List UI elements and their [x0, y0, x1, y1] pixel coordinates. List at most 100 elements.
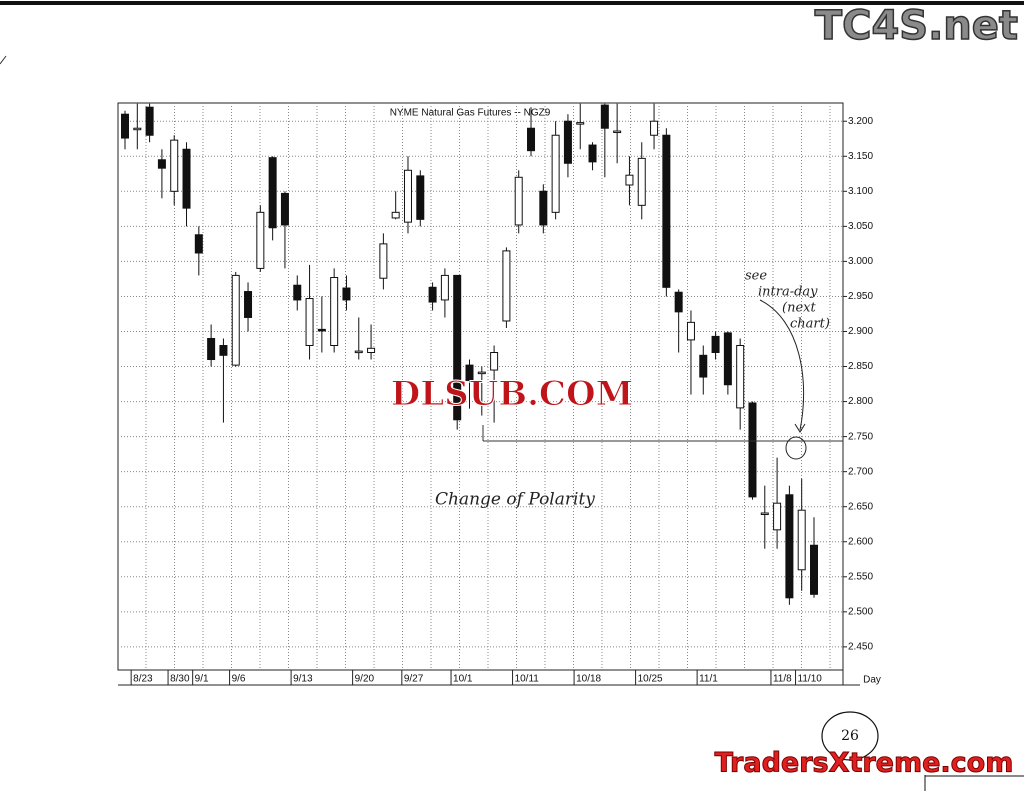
candle-body	[723, 332, 732, 386]
chart-title: NYME Natural Gas Futures -- NGZ9	[390, 108, 551, 119]
candle-body	[305, 298, 314, 346]
x-tick-label: 11/1	[699, 674, 718, 685]
candle-body	[342, 287, 351, 301]
candle-body	[637, 157, 646, 206]
candle-body	[674, 291, 683, 313]
annotation-text: intra-day	[758, 285, 818, 300]
y-tick-label: 2.650	[848, 501, 873, 512]
y-tick-label: 2.500	[848, 606, 873, 617]
candle-body	[145, 106, 154, 136]
annotation-arrow	[759, 299, 805, 431]
y-tick-label: 2.600	[848, 536, 873, 547]
candle-body	[797, 509, 806, 571]
watermark: TC4S.net	[815, 3, 1018, 49]
x-tick-label: 10/11	[515, 674, 540, 685]
watermark: TradersXtreme.com	[715, 748, 1014, 779]
y-tick-label: 2.550	[848, 571, 873, 582]
candle-body	[490, 352, 499, 371]
annotation-circle	[785, 436, 807, 460]
y-tick-label: 3.200	[848, 116, 873, 127]
candle-body	[121, 113, 129, 139]
y-tick-label: 2.800	[848, 396, 873, 407]
candle-body	[194, 234, 203, 254]
watermark: DLSUB.COM	[391, 374, 633, 414]
candle-body	[354, 350, 363, 354]
x-tick-label: 8/23	[133, 674, 153, 685]
candle-body	[699, 354, 708, 378]
x-tick-label: 11/8	[773, 674, 792, 685]
annotation-text: Change of Polarity	[435, 490, 595, 510]
x-tick-label: 9/20	[355, 674, 375, 685]
x-tick-label: 8/30	[170, 674, 190, 685]
candle-body	[514, 176, 523, 226]
y-tick-label: 2.900	[848, 326, 873, 337]
candle-body	[613, 130, 622, 134]
candle-body	[428, 286, 437, 303]
y-tick-label: 2.450	[848, 642, 873, 653]
x-tick-label: 9/27	[404, 674, 424, 685]
candle-body	[440, 274, 449, 301]
candle-body	[477, 371, 486, 375]
candle-body	[563, 120, 572, 164]
candle-body	[391, 211, 400, 219]
x-tick-label: 10/25	[638, 674, 663, 685]
x-tick-label: 9/1	[195, 674, 209, 685]
x-tick-label: 10/1	[453, 674, 473, 685]
x-tick-label: 10/18	[576, 674, 601, 685]
y-tick-label: 2.950	[848, 291, 873, 302]
candle-body	[625, 174, 634, 186]
candle-body	[551, 134, 560, 213]
x-tick-label: 9/13	[293, 674, 313, 685]
page-number: 26	[841, 728, 859, 744]
candle-body	[785, 494, 794, 599]
candle-body	[182, 148, 191, 209]
annotation-text: chart)	[790, 317, 830, 332]
candle-body	[600, 104, 609, 129]
y-tick-label: 3.000	[848, 256, 873, 267]
y-tick-label: 2.850	[848, 361, 873, 372]
candle-body	[268, 157, 277, 229]
candle-body	[317, 328, 326, 332]
candle-body	[760, 512, 769, 516]
candle-body	[711, 335, 720, 354]
plot-area: 3.200 3.150 3.100 3.050 3.000 2.950 2.900 2.850…	[117, 102, 873, 686]
candle-body	[231, 274, 240, 366]
candle-body	[686, 321, 695, 341]
candle-body	[293, 284, 302, 301]
candle-body	[527, 127, 536, 152]
candle-body	[465, 364, 474, 382]
candle-body	[280, 192, 289, 226]
candle-body	[453, 274, 462, 421]
candle-body	[207, 337, 216, 361]
x-tick-label: 11/10	[798, 674, 823, 685]
x-tick-label: 9/6	[232, 674, 246, 685]
candle-body	[330, 277, 339, 346]
candle-body	[810, 544, 818, 595]
candle-body	[133, 127, 142, 131]
x-axis-label: Day	[863, 675, 881, 686]
candle-body	[379, 243, 388, 279]
candle-body	[219, 344, 228, 356]
candle-body	[367, 347, 376, 354]
y-tick-label: 3.100	[848, 186, 873, 197]
y-tick-label: 3.150	[848, 151, 873, 162]
candle-body	[588, 144, 597, 163]
candle-body	[736, 344, 745, 409]
candle-body	[256, 211, 265, 269]
annotation-text: see	[745, 269, 767, 284]
candle-body	[403, 169, 412, 223]
scan-mark	[0, 55, 7, 65]
annotation-text: (next	[782, 301, 816, 316]
candle-body	[576, 122, 585, 125]
y-tick-label: 2.700	[848, 466, 873, 477]
y-tick-label: 3.050	[848, 221, 873, 232]
candle-body	[748, 402, 757, 498]
annotation-arrowhead	[794, 423, 806, 433]
candle-body	[416, 175, 425, 220]
page-number-circle	[821, 711, 879, 761]
candle-body	[244, 291, 253, 318]
candle-body	[650, 120, 659, 136]
